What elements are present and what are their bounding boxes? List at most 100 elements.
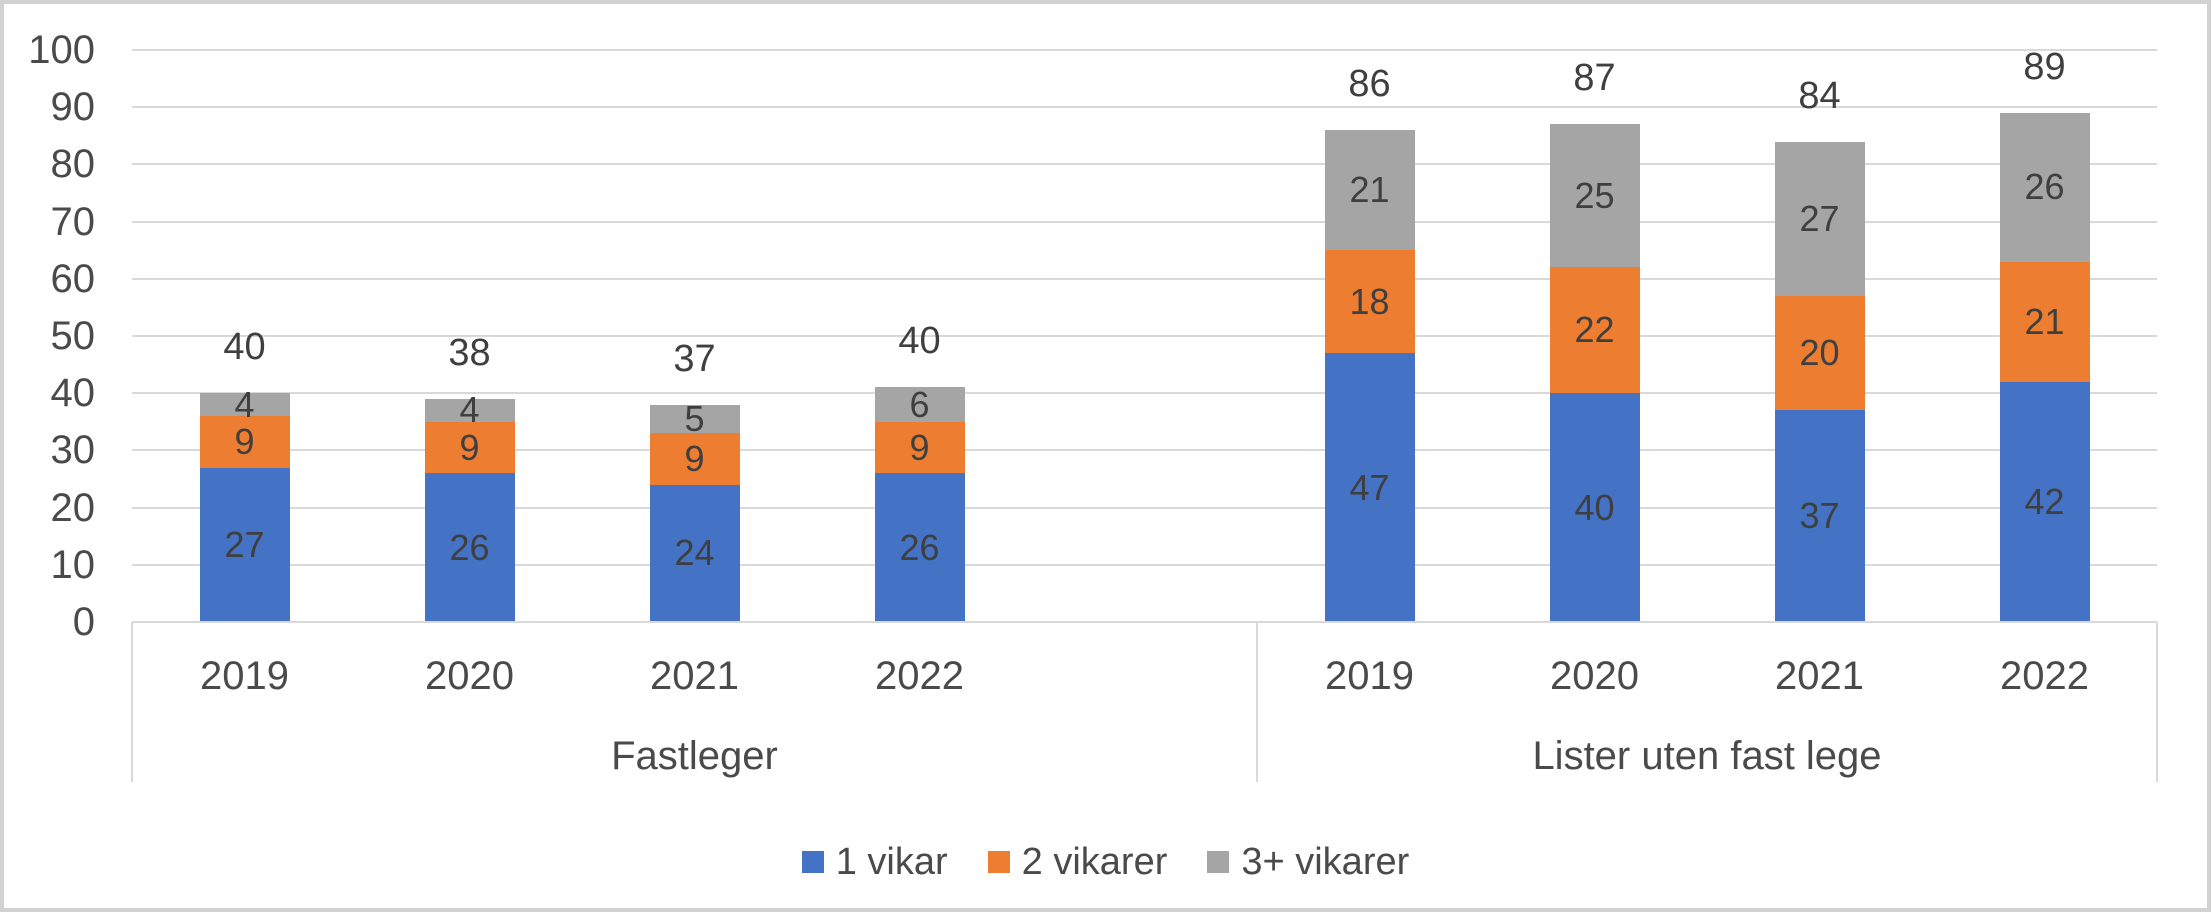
legend-swatch-icon [801,851,824,873]
legend-swatch-icon [987,851,1010,873]
bar-segment-1-vikar: 42 [1999,381,2090,622]
bar-total-label: 40 [898,320,941,363]
y-axis-tick-label: 100 [28,28,95,72]
segment-value-label: 27 [224,523,265,565]
bar-segment-2-vikarer: 9 [874,421,965,474]
y-axis-tick-label: 40 [50,371,96,416]
segment-value-label: 21 [2024,300,2065,342]
y-axis-tick-label: 50 [50,314,96,358]
segment-value-label: 22 [1574,309,1615,351]
segment-value-label: 9 [234,420,255,462]
bar-segment-3-vikarer: 5 [649,400,740,436]
category-axis-separator [2156,622,2158,782]
segment-value-label: 9 [909,426,930,468]
bar-total-label: 86 [1348,63,1391,106]
segment-value-label: 9 [684,437,705,479]
group-label: Lister uten fast lege [1532,734,1882,778]
bar-segment-1-vikar: 27 [199,467,290,622]
legend-swatch-icon [1207,851,1230,873]
gridline [132,163,2157,166]
y-axis-tick-label: 80 [50,142,96,187]
gridline [132,563,2157,566]
segment-value-label: 40 [1574,486,1615,528]
bar-segment-2-vikarer: 9 [649,433,740,485]
category-axis-separator [131,622,133,782]
bar-segment-2-vikarer: 21 [1999,261,2090,382]
y-axis-tick-label: 10 [50,542,96,587]
x-axis-line [132,621,2157,623]
segment-value-label: 42 [2024,480,2065,522]
bar-segment-3-vikarer: 21 [1324,130,1415,251]
legend-label: 3+ vikarer [1241,841,1410,883]
bar-total-label: 37 [673,337,716,380]
bar-segment-3-vikarer: 4 [199,386,290,422]
segment-value-label: 47 [1349,466,1390,508]
bar-segment-1-vikar: 37 [1774,410,1865,622]
bar-segment-1-vikar: 47 [1324,353,1415,622]
bar-segment-3-vikarer: 27 [1774,141,1865,296]
x-axis-category-label: 2021 [650,654,739,698]
bar-segment-1-vikar: 40 [1549,393,1640,622]
x-axis-category-label: 2019 [200,654,289,698]
segment-value-label: 4 [459,389,480,431]
bar-segment-2-vikarer: 9 [424,421,515,474]
segment-value-label: 5 [684,397,705,439]
segment-value-label: 26 [449,526,490,568]
gridline [132,449,2157,452]
gridline [132,506,2157,509]
legend: 1 vikar 2 vikarer 3+ vikarer [0,838,2211,886]
bar-total-label: 84 [1798,74,1841,117]
bar-segment-2-vikarer: 18 [1324,250,1415,354]
y-axis-tick-label: 70 [50,199,96,244]
segment-value-label: 26 [899,526,940,568]
segment-value-label: 26 [2024,166,2065,208]
segment-value-label: 18 [1349,280,1390,322]
segment-value-label: 27 [1799,197,1840,239]
segment-value-label: 4 [234,383,255,425]
gridline [132,220,2157,223]
segment-value-label: 25 [1574,174,1615,216]
bar-segment-3-vikarer: 25 [1549,124,1640,268]
legend-item: 1 vikar [801,840,948,884]
bar-segment-1-vikar: 26 [874,473,965,622]
y-axis-tick-label: 60 [50,256,96,301]
x-axis-category-label: 2022 [2000,654,2089,698]
x-axis-category-label: 2019 [1325,654,1414,698]
segment-value-label: 9 [459,426,480,468]
bar-segment-1-vikar: 26 [424,473,515,622]
x-axis-category-label: 2022 [875,654,964,698]
legend-item: 3+ vikarer [1207,840,1409,884]
gridline [132,277,2157,280]
bar-segment-2-vikarer: 20 [1774,295,1865,411]
bar-segment-3-vikarer: 6 [874,383,965,425]
segment-value-label: 6 [909,383,930,425]
gridline [132,392,2157,395]
y-axis-tick-label: 30 [50,428,96,473]
x-axis-category-label: 2021 [1775,654,1864,698]
bar-segment-2-vikarer: 9 [199,416,290,468]
legend-label: 2 vikarer [1021,841,1168,883]
gridline [132,106,2157,109]
segment-value-label: 37 [1799,495,1840,537]
bar-total-label: 38 [448,331,491,374]
category-axis-separator [1256,622,1258,782]
gridline [132,49,2157,51]
gridline [132,335,2157,337]
bar-segment-3-vikarer: 4 [424,392,515,428]
bar-total-label: 89 [2023,45,2066,88]
y-axis-tick-label: 20 [50,485,96,530]
segment-value-label: 20 [1799,332,1840,374]
bar-segment-1-vikar: 24 [649,484,740,622]
segment-value-label: 24 [674,532,715,574]
group-label: Fastleger [611,734,778,778]
segment-value-label: 21 [1349,169,1390,211]
y-axis-tick-label: 0 [72,600,95,644]
bar-total-label: 87 [1573,57,1616,100]
bar-segment-2-vikarer: 22 [1549,267,1640,394]
legend-item: 2 vikarer [987,840,1168,884]
legend-label: 1 vikar [835,841,948,883]
bar-total-label: 40 [223,326,266,369]
x-axis-category-label: 2020 [1550,654,1639,698]
bar-segment-3-vikarer: 26 [1999,112,2090,262]
